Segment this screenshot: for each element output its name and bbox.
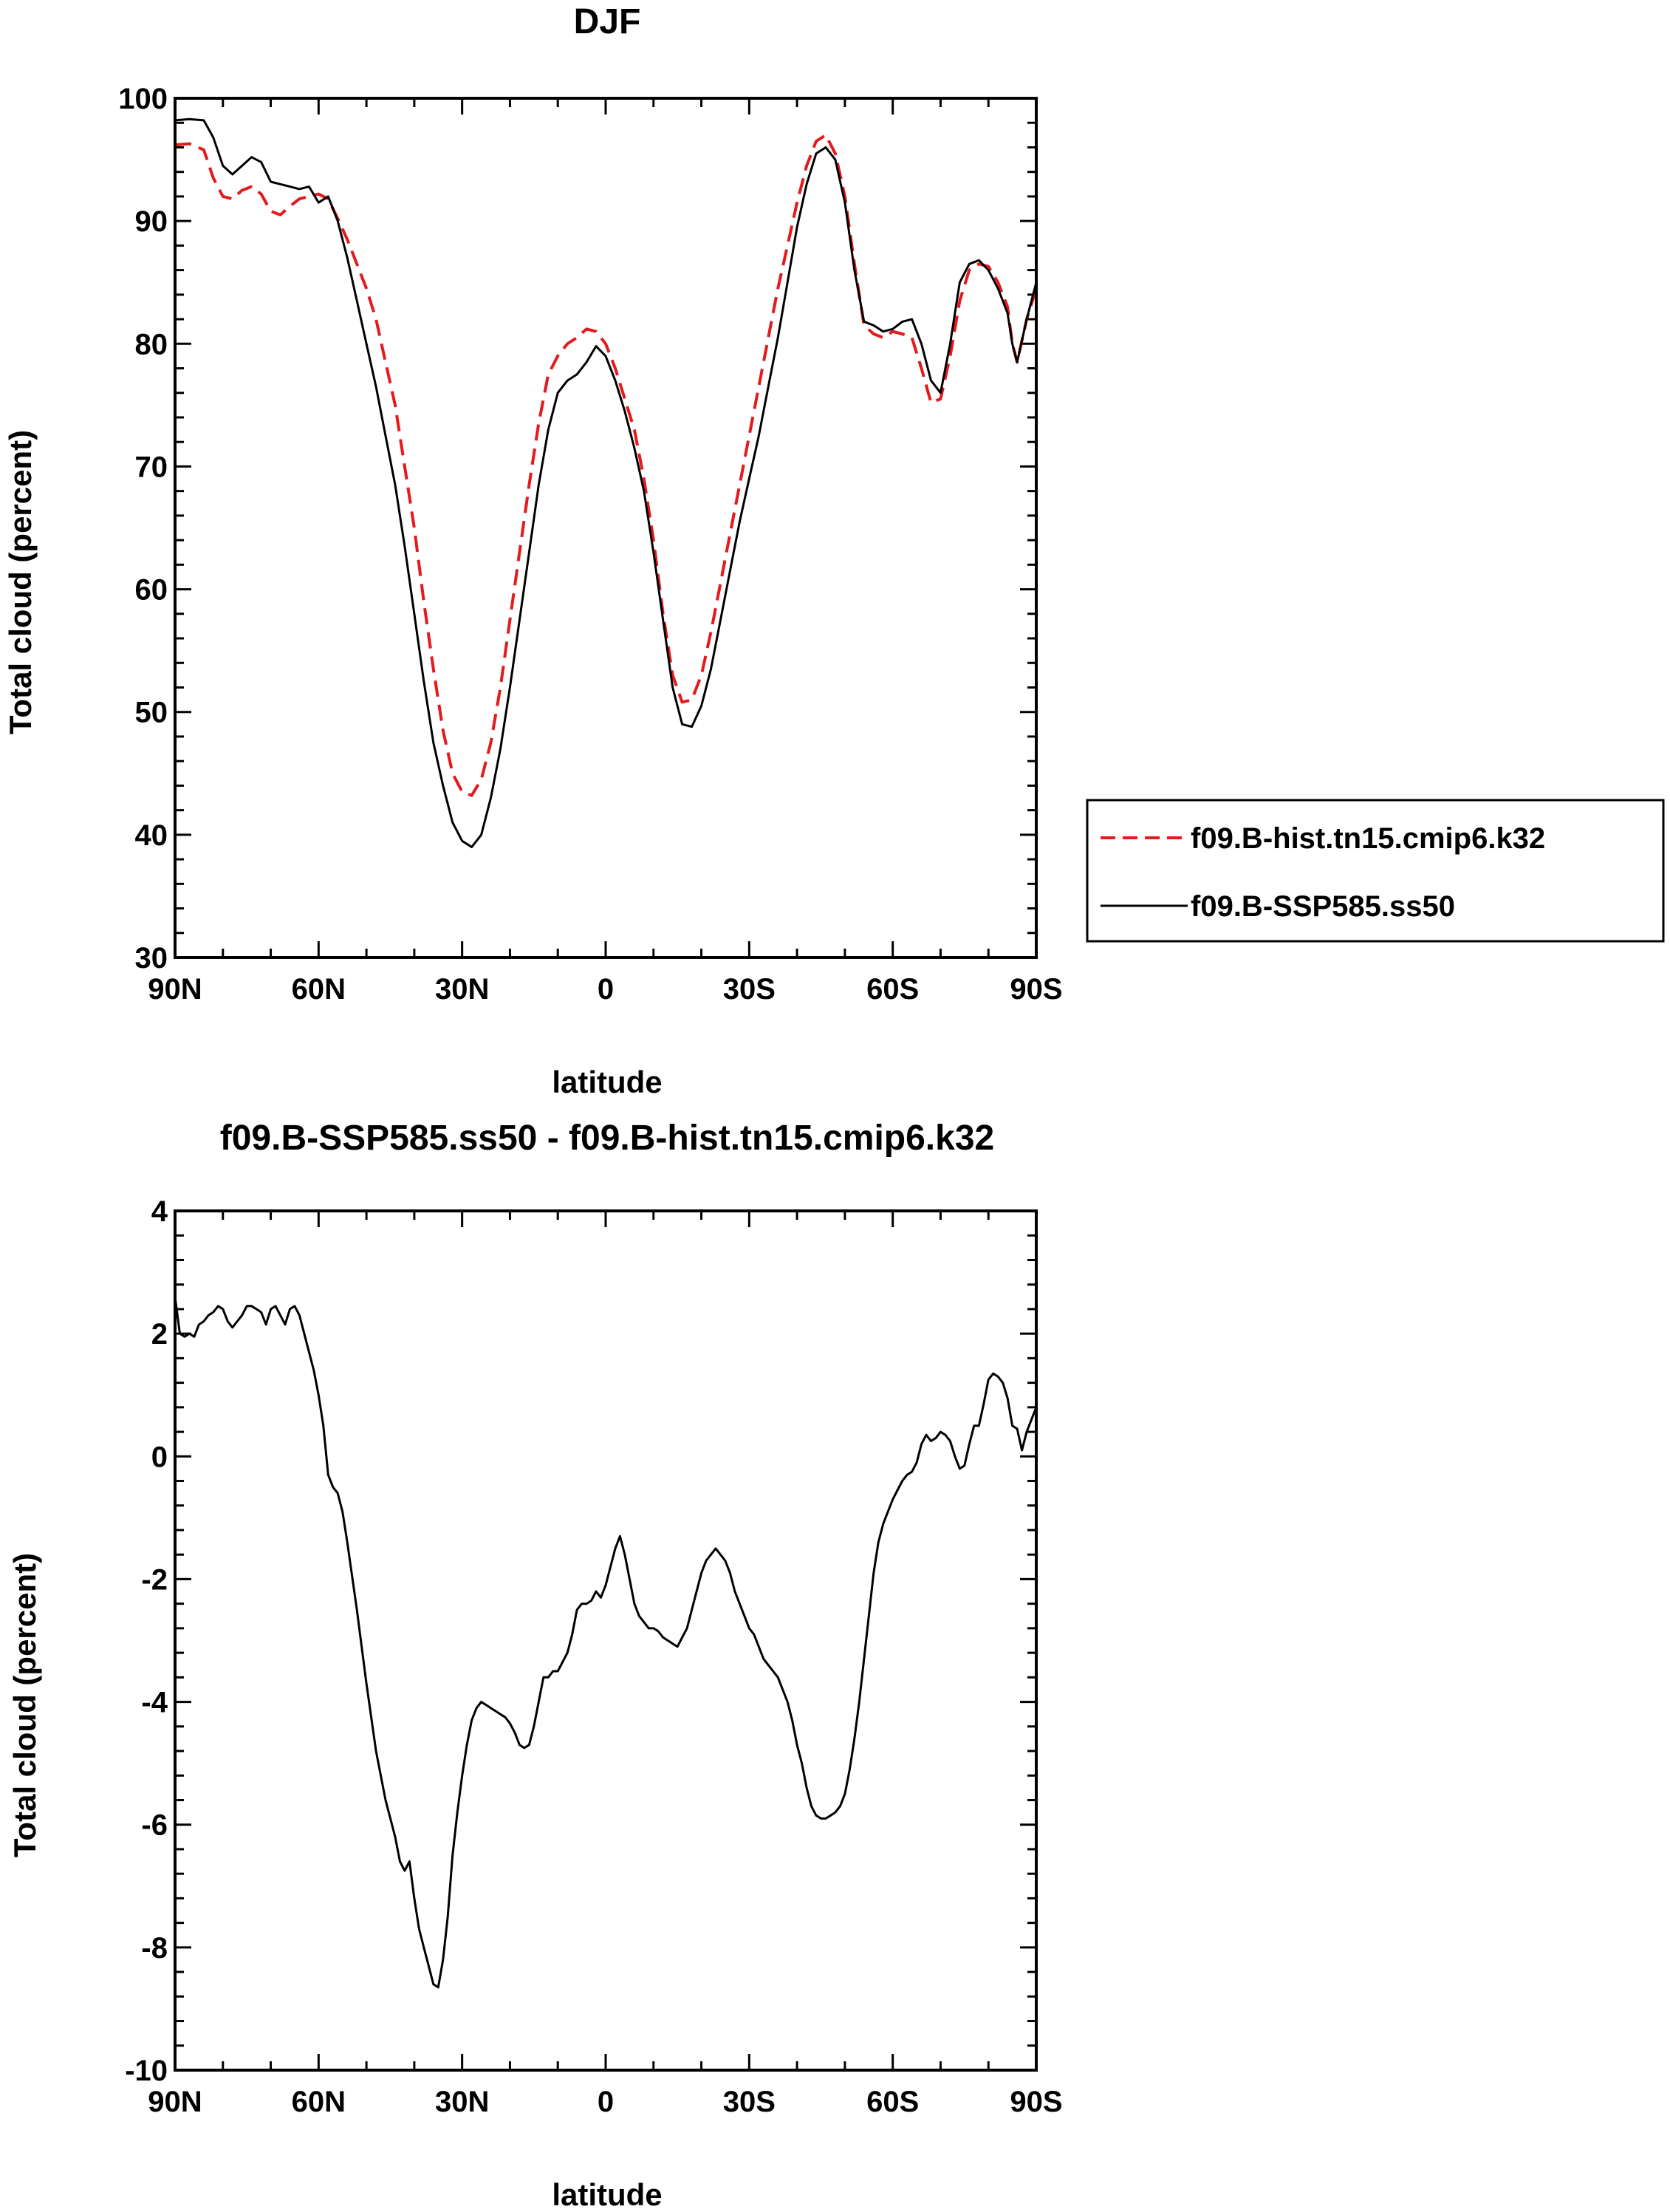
y-tick-label: 80 (135, 328, 168, 361)
x-tick-label: 0 (598, 2086, 614, 2118)
top-chart: DJF latitude Total cloud (percent) 90N 60… (3, 2, 1063, 1099)
top-chart-tick-labels: 90N 60N 30N 0 30S 60S 90S 30 40 50 60 70 80 90 100 (118, 83, 1062, 1006)
top-chart-title: DJF (574, 2, 641, 41)
y-tick-label: 100 (118, 83, 168, 115)
legend-box (1086, 799, 1665, 943)
bottom-chart-title: f09.B-SSP585.ss50 - f09.B-hist.tn15.cmip… (220, 1119, 994, 1158)
bottom-chart-ticks (174, 1209, 1038, 2072)
x-tick-label: 90S (1010, 2086, 1062, 2118)
x-tick-label: 60N (292, 2086, 346, 2118)
bottom-chart-plot-frame (174, 1209, 1038, 2072)
x-tick-label: 60N (292, 973, 346, 1006)
y-tick-label: 40 (135, 819, 168, 852)
top-chart-ylabel: Total cloud (percent) (3, 430, 38, 734)
series-line-1-0 (174, 1297, 1038, 1989)
x-tick-label: 90N (148, 973, 202, 1006)
top-chart-plot-frame (174, 97, 1038, 959)
x-tick-label: 30S (723, 2086, 776, 2118)
series-line-0-0 (174, 133, 1038, 797)
y-tick-label: -4 (141, 1687, 168, 1719)
x-tick-label: 60S (866, 973, 919, 1006)
x-tick-label: 90N (148, 2086, 202, 2118)
bottom-chart-series (174, 1297, 1038, 1989)
y-tick-label: 90 (135, 205, 168, 238)
bottom-chart: f09.B-SSP585.ss50 - f09.B-hist.tn15.cmip… (7, 1119, 1063, 2212)
legend: f09.B-hist.tn15.cmip6.k32 f09.B-SSP585.s… (1086, 799, 1665, 943)
y-tick-label: -2 (141, 1563, 168, 1596)
x-tick-label: 30N (435, 973, 489, 1006)
y-tick-label: 4 (151, 1195, 168, 1228)
legend-label-ssp: f09.B-SSP585.ss50 (1191, 890, 1455, 923)
y-tick-label: 2 (151, 1318, 168, 1351)
bottom-chart-ylabel: Total cloud (percent) (7, 1553, 42, 1857)
y-tick-label: 50 (135, 697, 168, 729)
x-tick-label: 30N (435, 2086, 489, 2118)
top-chart-xlabel: latitude (552, 1065, 662, 1099)
x-tick-label: 90S (1010, 973, 1062, 1006)
y-tick-label: 0 (151, 1441, 168, 1473)
x-tick-label: 0 (598, 973, 614, 1006)
y-tick-label: 30 (135, 942, 168, 974)
y-tick-label: -8 (141, 1932, 168, 1964)
x-tick-label: 30S (723, 973, 776, 1006)
bottom-chart-xlabel: latitude (552, 2177, 662, 2212)
y-tick-label: 70 (135, 451, 168, 483)
y-tick-label: -10 (125, 2055, 168, 2087)
top-chart-series (174, 117, 1038, 848)
series-line-0-1 (174, 117, 1038, 848)
y-tick-label: 60 (135, 574, 168, 607)
x-tick-label: 60S (866, 2086, 919, 2118)
legend-label-hist: f09.B-hist.tn15.cmip6.k32 (1191, 822, 1545, 855)
top-chart-ticks (174, 97, 1038, 959)
bottom-chart-tick-labels: 90N 60N 30N 0 30S 60S 90S -10 -8 -6 -4 -2 0 2 4 (125, 1195, 1062, 2118)
y-tick-label: -6 (141, 1809, 168, 1842)
